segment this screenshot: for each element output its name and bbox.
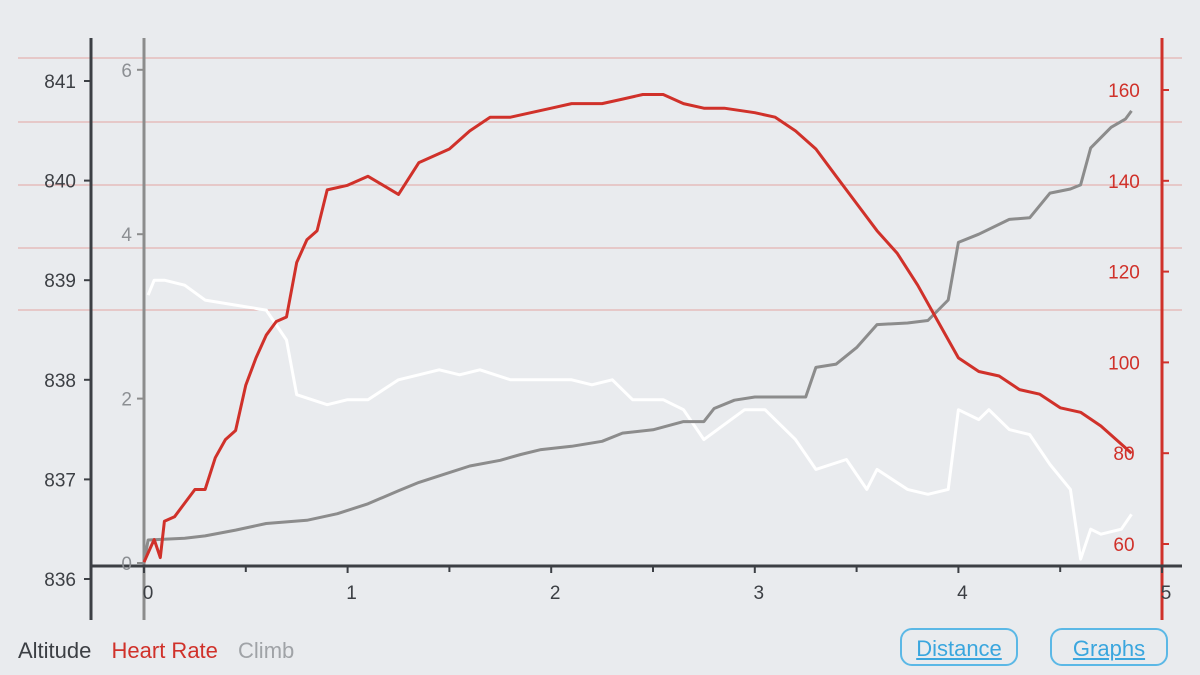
altitude-tick-label-839: 839 [44, 271, 76, 292]
legend: Altitude Heart Rate Climb [18, 638, 308, 664]
legend-climb: Climb [238, 638, 295, 663]
hr-tick-label-60: 60 [1113, 535, 1134, 556]
tick-labels: 0 1 2 3 4 58368378388398408410246608010012014… [44, 61, 1171, 604]
hr-gridlines [18, 57, 1182, 311]
series-heart-rate-line [142, 93, 1133, 563]
altitude-tick-label-836: 836 [44, 570, 76, 591]
hr-tick-label-140: 140 [1108, 172, 1140, 193]
hr-tick-label-160: 160 [1108, 81, 1140, 102]
altitude-tick-label-838: 838 [44, 371, 76, 392]
legend-heart-rate: Heart Rate [111, 638, 218, 663]
x-tick-label-0: 0 [143, 583, 154, 604]
series-altitude-line [146, 278, 1133, 561]
chart: 0 1 2 3 4 58368378388398408410246608010012014… [18, 38, 1182, 620]
climb-tick-label-6: 6 [121, 61, 132, 82]
graphs-button[interactable]: Graphs [1050, 628, 1168, 666]
hr-tick-label-120: 120 [1108, 263, 1140, 284]
series-lines [142, 93, 1133, 564]
altitude-tick-label-837: 837 [44, 470, 76, 491]
series-climb-line [142, 110, 1133, 564]
legend-altitude: Altitude [18, 638, 92, 663]
climb-tick-label-4: 4 [121, 225, 132, 246]
x-tick-label-4: 4 [957, 583, 968, 604]
distance-button[interactable]: Distance [900, 628, 1018, 666]
altitude-tick-label-840: 840 [44, 172, 76, 193]
x-tick-label-2: 2 [550, 583, 561, 604]
axes [84, 38, 1182, 620]
x-tick-label-5: 5 [1161, 583, 1172, 604]
hr-tick-label-100: 100 [1108, 353, 1140, 374]
climb-tick-label-0: 0 [121, 554, 132, 575]
x-tick-label-3: 3 [754, 583, 765, 604]
altitude-tick-label-841: 841 [44, 72, 76, 93]
climb-tick-label-2: 2 [121, 390, 132, 411]
x-tick-label-1: 1 [346, 583, 357, 604]
